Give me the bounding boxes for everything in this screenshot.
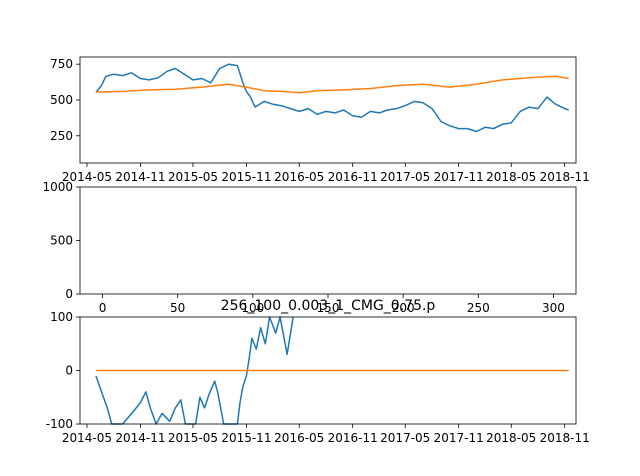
x-tick-label: 2017-11 xyxy=(434,431,484,445)
x-tick-label: 50 xyxy=(170,301,185,315)
x-tick-label: 2018-05 xyxy=(486,170,536,184)
x-tick-label: 2016-05 xyxy=(274,431,324,445)
x-tick-label: 2018-05 xyxy=(486,431,536,445)
x-tick-label: 0 xyxy=(99,301,107,315)
x-tick-label: 2015-11 xyxy=(221,431,271,445)
x-tick-label: 150 xyxy=(317,301,340,315)
x-tick-label: 2016-05 xyxy=(274,170,324,184)
x-tick-label: 2015-05 xyxy=(168,431,218,445)
y-tick-label: -100 xyxy=(46,417,73,431)
series-line-1 xyxy=(95,63,569,133)
top-price-axes: 2014-05 2014-11 2015-05 2015-11 2016-05 2016-… xyxy=(50,56,590,184)
y-tick-label: 500 xyxy=(50,234,73,248)
x-tick-label: 2018-11 xyxy=(540,170,590,184)
x-tick-label: 2015-05 xyxy=(168,170,218,184)
chart-title: 256_100_0.003_1_CMG_0.75.p xyxy=(221,298,436,314)
y-tick-label: 1000 xyxy=(42,180,73,194)
y-tick-label: 0 xyxy=(65,287,73,301)
x-tick-label: 2017-05 xyxy=(380,431,430,445)
series-line-1 xyxy=(95,316,294,425)
series-line-2 xyxy=(95,75,569,94)
x-tick-label: 2017-11 xyxy=(434,170,484,184)
middle-empty-axes: 0 50 100 150 200 250 300 0 500 1000 xyxy=(42,180,577,315)
y-tick-label: 250 xyxy=(50,129,73,143)
y-tick-label: 0 xyxy=(65,364,73,378)
x-tick-label: 250 xyxy=(467,301,490,315)
x-tick-label: 2016-11 xyxy=(328,170,378,184)
x-tick-label: 2018-11 xyxy=(540,431,590,445)
y-tick-label: 100 xyxy=(50,310,73,324)
bottom-signal-axes: 2014-05 2014-11 2015-05 2015-11 2016-05 2016-… xyxy=(46,298,590,445)
axes-frame xyxy=(79,56,577,164)
x-tick-label: 2016-11 xyxy=(328,431,378,445)
y-tick-label: 500 xyxy=(50,93,73,107)
x-tick-label: 200 xyxy=(392,301,415,315)
x-tick-label: 2014-05 xyxy=(62,431,112,445)
x-tick-label: 2014-11 xyxy=(115,431,165,445)
x-tick-label: 300 xyxy=(542,301,565,315)
y-tick-label: 750 xyxy=(50,57,73,71)
x-tick-label: 100 xyxy=(241,301,264,315)
x-tick-label: 2014-05 xyxy=(62,170,112,184)
x-tick-label: 2015-11 xyxy=(221,170,271,184)
x-tick-label: 2017-05 xyxy=(380,170,430,184)
x-tick-label: 2014-11 xyxy=(115,170,165,184)
